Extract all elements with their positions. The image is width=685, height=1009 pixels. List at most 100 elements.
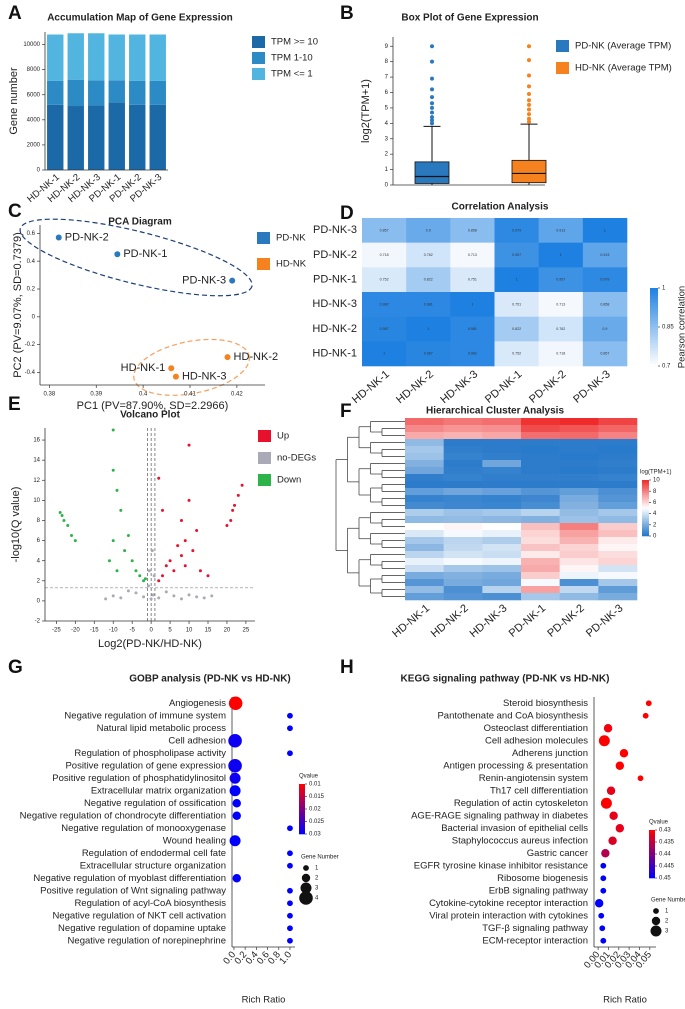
dot (600, 937, 607, 944)
point (157, 476, 161, 480)
colorbar-slice (650, 358, 658, 362)
heatmap-cell (406, 316, 451, 342)
heatmap-cell (482, 432, 522, 440)
point (191, 549, 195, 553)
heatmap-cell (598, 418, 638, 426)
category-label: TGF-β signaling pathway (482, 923, 588, 934)
cell-label: 0.9 (602, 327, 607, 331)
heatmap-cell (482, 495, 522, 503)
heatmap-cell (598, 432, 638, 440)
size-legend-dot (651, 916, 661, 926)
colorbar-slice (299, 809, 305, 811)
heatmap-cell (443, 565, 483, 573)
heatmap-cell (450, 341, 495, 367)
x-tick-label: 0.4 (139, 392, 148, 398)
category-label: ECM-receptor interaction (482, 935, 588, 946)
dot (594, 899, 604, 908)
dot (619, 749, 629, 758)
point (176, 544, 180, 548)
dot (287, 937, 293, 944)
heatmap-cell (405, 523, 444, 531)
heatmap-cell (482, 523, 522, 531)
dot (609, 811, 618, 820)
point (187, 498, 191, 502)
outlier (430, 118, 434, 123)
heatmap-cell (482, 558, 522, 566)
chart-title: Correlation Analysis (452, 202, 549, 213)
legend-swatch (556, 40, 569, 52)
heatmap-cell (443, 502, 483, 510)
y-tick-label: 1 (385, 167, 389, 173)
heatmap-cell (598, 516, 638, 524)
category-label: Cell adhesion molecules (485, 735, 588, 746)
heatmap-cell (362, 292, 407, 317)
box (414, 161, 450, 184)
heatmap-cell (482, 418, 522, 426)
colorbar-slice (642, 494, 649, 498)
colorbar-slice (299, 787, 305, 790)
cell-label: 0.762 (556, 327, 565, 331)
point (229, 518, 233, 522)
outlier (527, 102, 531, 107)
outlier (527, 44, 531, 49)
dot (229, 835, 241, 847)
point (195, 595, 199, 599)
heatmap-cell (521, 516, 560, 524)
heatmap-cell (405, 446, 444, 454)
point (123, 549, 127, 553)
x-axis-label: PC1 (PV=87.90%, SD=2.2966) (77, 400, 229, 412)
colorbar-slice (650, 360, 658, 364)
heatmap-cell (538, 341, 584, 367)
panel-letter: F (340, 401, 352, 422)
point (198, 569, 202, 573)
dot (642, 712, 649, 719)
point (150, 549, 154, 553)
colorbar-slice (299, 820, 305, 823)
heatmap-cell (598, 558, 638, 566)
point (210, 594, 214, 598)
y-tick-label: 8 (37, 518, 41, 524)
column-label: PD-NK-2 (545, 602, 586, 639)
cell-label: 0.913 (600, 253, 609, 257)
colorbar-slice (649, 834, 655, 837)
point (58, 510, 62, 514)
y-tick-label: 0 (385, 183, 389, 189)
heatmap-cell (443, 453, 483, 461)
legend-swatch (556, 62, 569, 74)
heatmap-cell (450, 242, 495, 268)
point (202, 596, 206, 600)
chart-title: Hierarchical Cluster Analysis (426, 406, 564, 417)
heatmap-cell (559, 439, 599, 447)
colorbar-slice (299, 827, 305, 830)
colorbar-slice (299, 785, 305, 788)
heatmap-cell (598, 509, 638, 517)
cell-label: 0.718 (380, 253, 389, 257)
colorbar-slice (650, 327, 658, 330)
point (157, 596, 161, 600)
bar-segment (47, 104, 64, 170)
colorbar-slice (649, 871, 655, 874)
heatmap-cell (443, 481, 483, 489)
legend-swatch (257, 232, 270, 244)
colorbar-slice (642, 534, 649, 537)
heatmap-cell (598, 425, 638, 433)
heatmap-cell (482, 530, 522, 538)
heatmap-cell (405, 572, 444, 580)
heatmap-cell (405, 467, 444, 475)
heatmap-cell (405, 551, 444, 559)
panel-letter: H (340, 657, 354, 678)
point (55, 234, 62, 241)
point (119, 508, 123, 512)
colorbar-slice (650, 350, 658, 354)
category-label: Angiogenesis (169, 698, 226, 709)
colorbar-slice (642, 521, 649, 524)
heatmap-cell (494, 292, 539, 317)
colorbar-slice (299, 832, 305, 835)
colorbar-slice (649, 857, 655, 860)
colorbar-slice (642, 517, 649, 520)
heatmap-cell (482, 502, 522, 510)
colorbar-slice (642, 511, 649, 514)
panel-letter: C (8, 201, 22, 222)
colorbar-slice (650, 301, 658, 304)
heatmap-cell (443, 467, 483, 475)
